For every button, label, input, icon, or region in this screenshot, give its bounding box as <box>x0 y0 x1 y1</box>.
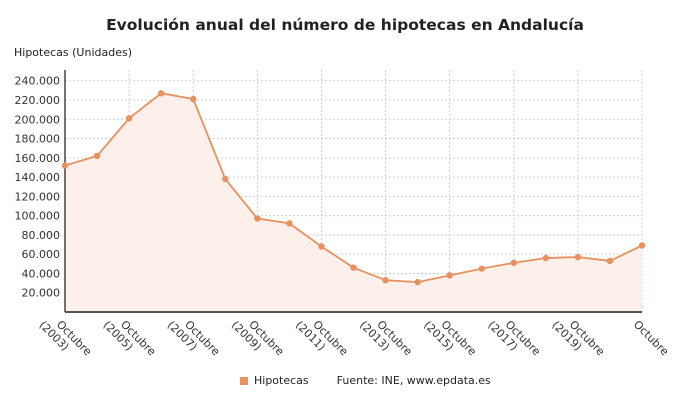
x-tick-label: Octubre(2003) <box>36 309 94 367</box>
y-tick-label: 120.000 <box>15 190 61 203</box>
data-point <box>350 264 357 271</box>
y-tick-label: 80.000 <box>22 229 61 242</box>
y-tick-label: 100.000 <box>15 210 61 223</box>
x-tick-label: Octubre(2017) <box>485 309 543 367</box>
x-tick-label: Octubre(2015) <box>421 309 479 367</box>
x-tick-label: Octubre(2005) <box>101 309 159 367</box>
data-point <box>574 253 582 261</box>
chart-title: Evolución anual del número de hipotecas … <box>106 16 584 34</box>
data-point <box>61 162 69 169</box>
data-point <box>542 254 550 262</box>
data-point <box>638 242 646 249</box>
data-point <box>93 152 101 160</box>
x-tick-label: Octubre(2007) <box>165 309 223 367</box>
data-point <box>125 115 133 122</box>
y-tick-label: 40.000 <box>22 267 61 280</box>
data-point <box>222 175 229 183</box>
x-tick-label: Octubre(2013) <box>357 309 415 367</box>
x-tick-label: Octubre(2009) <box>229 309 287 367</box>
data-point <box>318 243 325 250</box>
y-tick-label: 220.000 <box>15 94 61 107</box>
y-tick-label: 20.000 <box>22 287 61 300</box>
data-point <box>606 257 614 265</box>
y-tick-label: 200.000 <box>15 113 61 126</box>
y-tick-label: 60.000 <box>22 248 61 261</box>
data-point <box>382 277 389 284</box>
data-point <box>414 278 421 286</box>
x-tick-label: Octubre(2011) <box>293 309 351 367</box>
data-point <box>510 259 517 267</box>
y-axis-label: Hipotecas (Unidades) <box>14 46 133 59</box>
y-tick-label: 140.000 <box>15 171 61 184</box>
data-point <box>446 272 453 279</box>
y-tick-label: 180.000 <box>15 133 61 146</box>
area-fill <box>65 93 642 312</box>
data-point <box>478 265 485 272</box>
y-tick-label: 240.000 <box>15 75 61 88</box>
data-point <box>254 215 261 222</box>
legend: Hipotecas Fuente: INE, www.epdata.es <box>240 374 491 387</box>
data-point <box>190 95 197 103</box>
source-note: Fuente: INE, www.epdata.es <box>336 374 491 387</box>
legend-swatch <box>240 376 248 385</box>
data-point <box>157 90 165 97</box>
x-tick-label: Octubre(2019) <box>549 309 607 367</box>
legend-label: Hipotecas <box>254 374 309 387</box>
x-tick-label: Octubre <box>631 318 671 358</box>
data-point <box>286 220 293 227</box>
y-tick-label: 160.000 <box>15 152 61 165</box>
